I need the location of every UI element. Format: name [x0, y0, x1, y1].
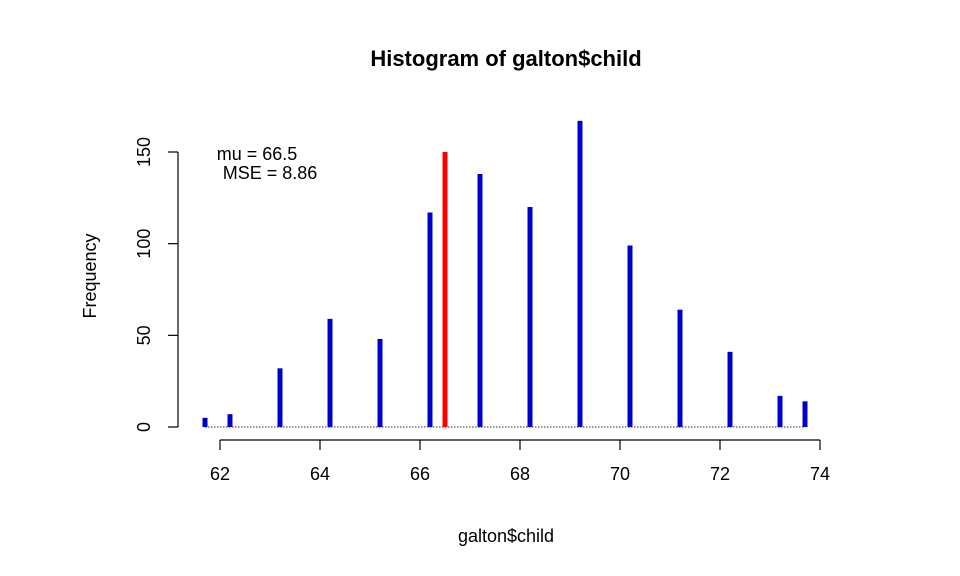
histogram-bar	[277, 368, 283, 427]
x-tick-label: 66	[410, 464, 430, 484]
histogram-bar	[677, 309, 683, 427]
histogram-bar	[427, 212, 433, 427]
x-tick-label: 72	[710, 464, 730, 484]
x-axis-label: galton$child	[458, 526, 554, 546]
histogram-bar	[227, 414, 233, 427]
y-axis-label: Frequency	[80, 233, 100, 318]
y-tick-label: 0	[134, 422, 154, 432]
histogram-bar	[577, 120, 583, 427]
y-tick-label: 150	[134, 137, 154, 167]
histogram-bar	[202, 417, 208, 427]
histogram-bar	[377, 339, 383, 427]
histogram-bar	[777, 395, 783, 427]
x-tick-label: 68	[510, 464, 530, 484]
mu-annotation: mu = 66.5	[217, 144, 298, 164]
x-axis: 62 64 66 68 70 72 74	[210, 439, 830, 484]
x-tick-label: 64	[310, 464, 330, 484]
chart-title: Histogram of galton$child	[370, 46, 641, 71]
x-tick-label: 74	[810, 464, 830, 484]
x-tick-label: 70	[610, 464, 630, 484]
bars-group	[202, 120, 808, 427]
histogram-bar	[727, 351, 733, 427]
histogram-bar	[527, 207, 533, 427]
histogram-bar	[627, 245, 633, 427]
y-tick-label: 100	[134, 229, 154, 259]
x-tick-label: 62	[210, 464, 230, 484]
mse-annotation: MSE = 8.86	[223, 163, 318, 183]
histogram-bar	[477, 174, 483, 427]
histogram-bar	[327, 318, 333, 427]
y-axis: 0 50 100 150	[134, 137, 179, 432]
y-tick-label: 50	[134, 325, 154, 345]
histogram-bar	[802, 401, 808, 427]
